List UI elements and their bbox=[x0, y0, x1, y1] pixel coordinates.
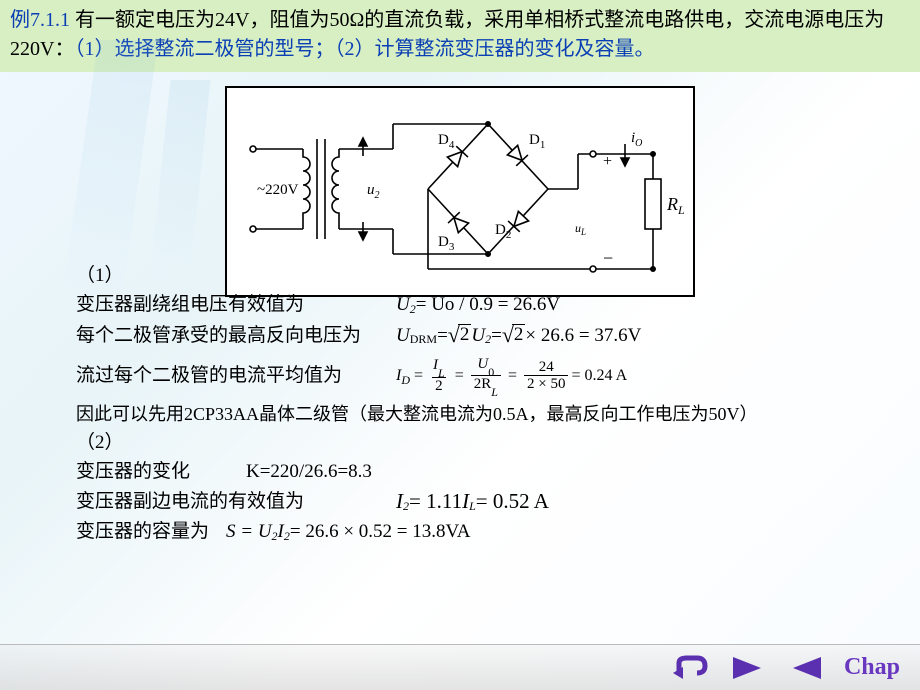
udrm-equation: UDRM = √2 U2 = √2 × 26.6 = 37.6V bbox=[396, 324, 641, 346]
solution-body: （1） 变压器副绕组电压有效值为 U2 = Uo / 0.9 = 26.6V 每… bbox=[76, 266, 758, 551]
svg-text:D1: D1 bbox=[529, 132, 545, 151]
footer-bar: Chap bbox=[0, 644, 920, 690]
prev-button[interactable] bbox=[786, 653, 826, 683]
part1-marker: （1） bbox=[76, 266, 396, 285]
svg-text:D4: D4 bbox=[438, 132, 455, 151]
svg-text:iO: iO bbox=[631, 130, 642, 149]
question-1: （1）选择整流二极管的型号； bbox=[74, 38, 334, 60]
part2-marker: （2） bbox=[76, 433, 396, 452]
capacity-label: 变压器的容量为 bbox=[76, 522, 226, 541]
next-button[interactable] bbox=[728, 653, 768, 683]
i2-equation: I2 = 1.11 IL = 0.52 A bbox=[396, 491, 549, 512]
chapter-link[interactable]: Chap bbox=[844, 654, 900, 681]
diode-conclusion: 因此可以先用2CP33AA晶体二级管（最大整流电流为0.5A，最高反向工作电压为… bbox=[76, 405, 758, 423]
u2-label: 变压器副绕组电压有效值为 bbox=[76, 295, 396, 314]
svg-text:D3: D3 bbox=[438, 234, 455, 253]
udrm-label: 每个二极管承受的最高反向电压为 bbox=[76, 326, 396, 345]
svg-text:+: + bbox=[603, 153, 612, 170]
id-label: 流过每个二极管的电流平均值为 bbox=[76, 366, 396, 385]
source-label: ~220V bbox=[257, 182, 299, 198]
id-equation: ID = IL2 = U02RL = 242 × 50 = 0.24 A bbox=[396, 356, 627, 395]
svg-text:RL: RL bbox=[666, 194, 685, 217]
svg-text:−: − bbox=[603, 248, 613, 268]
ratio-equation: K=220/26.6=8.3 bbox=[246, 462, 372, 481]
svg-text:u2: u2 bbox=[367, 182, 380, 201]
svg-text:uL: uL bbox=[575, 221, 586, 237]
question-2: （2）计算整流变压器的变化及容量。 bbox=[334, 38, 654, 60]
problem-header: 例7.1.1 有一额定电压为24V，阻值为50Ω的直流负载，采用单相桥式整流电路… bbox=[0, 0, 920, 72]
capacity-equation: S = U2 I2 = 26.6 × 0.52 = 13.8VA bbox=[226, 522, 471, 541]
ratio-label: 变压器的变化 bbox=[76, 462, 246, 481]
return-button[interactable] bbox=[670, 653, 710, 683]
u2-equation: U2 = Uo / 0.9 = 26.6V bbox=[396, 295, 560, 314]
example-number: 例7.1.1 bbox=[10, 9, 70, 31]
i2-label: 变压器副边电流的有效值为 bbox=[76, 492, 396, 511]
